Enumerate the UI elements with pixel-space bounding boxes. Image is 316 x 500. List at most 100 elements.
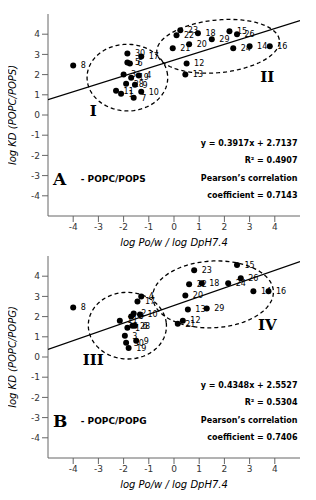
svg-text:2: 2 [222, 222, 228, 232]
html-text:coefficient = 0.7406: coefficient = 0.7406 [207, 432, 298, 442]
svg-text:17: 17 [149, 52, 159, 61]
svg-text:IV: IV [258, 316, 277, 334]
svg-text:I: I [90, 102, 97, 120]
svg-text:log Po/w / log DpH7.4: log Po/w / log DpH7.4 [120, 479, 228, 490]
svg-text:-2: -2 [119, 464, 128, 474]
svg-text:-2: -2 [119, 222, 128, 232]
svg-text:23: 23 [188, 26, 198, 35]
svg-text:4: 4 [146, 71, 151, 80]
svg-text:4: 4 [272, 222, 278, 232]
html-text:y = 0.4348x + 2.5527: y = 0.4348x + 2.5527 [200, 381, 298, 391]
svg-text:-4: -4 [69, 222, 78, 232]
svg-text:2: 2 [141, 309, 146, 318]
svg-text:2: 2 [222, 464, 228, 474]
svg-text:13: 13 [193, 70, 203, 79]
svg-text:II: II [260, 68, 274, 86]
svg-text:-2: -2 [31, 151, 40, 161]
svg-text:6: 6 [137, 59, 142, 68]
svg-text:18: 18 [209, 279, 219, 288]
svg-text:9: 9 [144, 337, 149, 346]
svg-text:-4: -4 [31, 433, 40, 443]
svg-text:-1: -1 [31, 372, 40, 382]
svg-text:4: 4 [272, 464, 278, 474]
html-text:Pearson’s correlation: Pearson’s correlation [200, 415, 298, 425]
svg-text:1: 1 [34, 332, 40, 342]
svg-text:log KD (POPC/POPS): log KD (POPC/POPS) [8, 65, 18, 165]
html-text:B: B [53, 410, 68, 431]
svg-text:20: 20 [193, 291, 203, 300]
svg-text:-3: -3 [31, 413, 40, 423]
svg-text:12: 12 [194, 59, 204, 68]
svg-text:1: 1 [34, 90, 40, 100]
svg-text:29: 29 [214, 304, 224, 313]
svg-text:22: 22 [197, 280, 207, 289]
svg-text:3: 3 [247, 464, 253, 474]
svg-text:-1: -1 [144, 222, 153, 232]
svg-text:1: 1 [196, 464, 202, 474]
svg-text:4: 4 [34, 29, 40, 39]
svg-text:19: 19 [136, 343, 147, 353]
svg-text:log KD (POPC/POPG): log KD (POPC/POPG) [8, 306, 18, 408]
svg-text:30: 30 [135, 49, 145, 58]
svg-text:20: 20 [197, 40, 207, 49]
svg-text:21: 21 [180, 44, 190, 53]
svg-text:7: 7 [141, 94, 146, 103]
svg-text:-3: -3 [94, 464, 103, 474]
html-text:R² = 0.5304: R² = 0.5304 [244, 398, 298, 408]
svg-text:-4: -4 [31, 191, 40, 201]
svg-text:log Po/w / log DpH7.4: log Po/w / log DpH7.4 [120, 237, 228, 248]
svg-text:4: 4 [34, 271, 40, 281]
svg-text:3: 3 [247, 222, 253, 232]
svg-text:22: 22 [184, 31, 195, 40]
svg-text:14: 14 [261, 287, 271, 296]
svg-text:III: III [83, 351, 104, 369]
svg-text:9: 9 [142, 81, 147, 90]
svg-text:3: 3 [131, 70, 136, 79]
svg-text:16: 16 [276, 287, 286, 296]
html-text:coefficient = 0.7143: coefficient = 0.7143 [207, 190, 298, 200]
svg-text:0: 0 [171, 464, 177, 474]
html-text:- POPC/POPS: - POPC/POPS [80, 173, 146, 184]
html-text:A: A [53, 168, 67, 189]
svg-text:1: 1 [129, 90, 134, 99]
svg-text:10: 10 [147, 310, 157, 319]
svg-text:8: 8 [81, 303, 86, 312]
svg-text:12: 12 [190, 316, 200, 325]
svg-text:3: 3 [34, 50, 40, 60]
svg-text:24: 24 [241, 44, 251, 53]
svg-text:-1: -1 [144, 464, 153, 474]
svg-text:-1: -1 [31, 130, 40, 140]
svg-text:0: 0 [34, 110, 40, 120]
svg-text:10: 10 [149, 88, 159, 97]
html-text:- POPC/POPG: - POPC/POPG [80, 415, 147, 426]
svg-text:-3: -3 [31, 171, 40, 181]
svg-text:11: 11 [127, 316, 138, 326]
svg-text:-2: -2 [31, 393, 40, 403]
svg-text:28: 28 [140, 322, 150, 331]
svg-text:26: 26 [245, 30, 255, 39]
svg-text:0: 0 [171, 222, 177, 232]
svg-text:2: 2 [34, 70, 40, 80]
svg-text:-4: -4 [69, 464, 78, 474]
html-text:R² = 0.4907: R² = 0.4907 [244, 156, 298, 166]
svg-text:4: 4 [149, 292, 154, 301]
svg-text:13: 13 [195, 305, 205, 314]
svg-text:15: 15 [245, 261, 255, 270]
svg-text:18: 18 [205, 29, 215, 38]
svg-text:24: 24 [236, 279, 246, 288]
svg-text:-3: -3 [94, 222, 103, 232]
svg-text:6: 6 [142, 322, 147, 331]
html-text:y = 0.3917x + 2.7137: y = 0.3917x + 2.7137 [200, 139, 298, 149]
svg-text:14: 14 [257, 42, 267, 51]
svg-text:26: 26 [248, 274, 258, 283]
html-text:Pearson’s correlation: Pearson’s correlation [200, 173, 298, 183]
svg-text:29: 29 [219, 35, 229, 44]
svg-text:16: 16 [277, 42, 287, 51]
svg-text:23: 23 [202, 266, 212, 275]
svg-text:8: 8 [81, 61, 86, 70]
svg-text:1: 1 [196, 222, 202, 232]
svg-text:2: 2 [34, 312, 40, 322]
svg-text:0: 0 [34, 352, 40, 362]
svg-text:3: 3 [34, 292, 40, 302]
svg-text:17: 17 [145, 297, 156, 307]
